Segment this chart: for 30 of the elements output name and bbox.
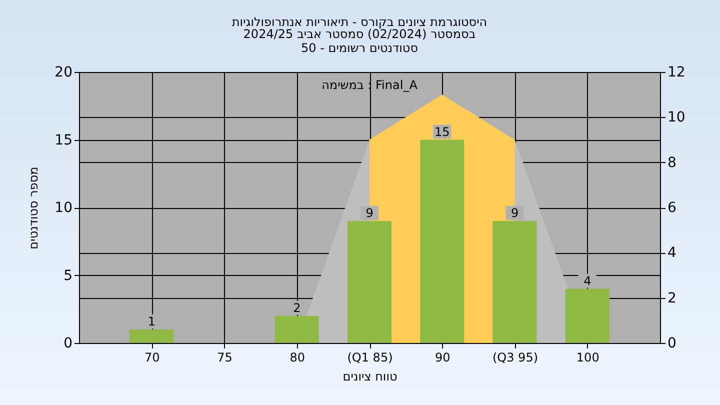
x-tick-label: 90 xyxy=(434,350,450,364)
data-label: 2 xyxy=(293,300,301,315)
x-tick-label: 70 xyxy=(144,350,160,364)
y-tick-label: 20 xyxy=(54,64,72,80)
x-tick-label: (Q3 95) xyxy=(492,350,538,364)
chart-title: היסטוגרמת ציונים בקורס - תיאוריות אנתרופולוגיות xyxy=(232,15,488,29)
y-tick-label: 15 xyxy=(54,132,72,148)
data-label: 4 xyxy=(584,274,592,288)
x-tick-label: (Q1 85) xyxy=(347,350,393,364)
x-tick-label: 75 xyxy=(217,350,232,364)
data-label: 9 xyxy=(510,206,519,220)
x-tick-label: 100 xyxy=(576,350,600,364)
data-label: 15 xyxy=(434,124,450,139)
y2-tick-label: 6 xyxy=(668,200,676,216)
y-tick-label: 10 xyxy=(54,200,72,216)
x-axis-title: טווח ציונים xyxy=(342,370,398,384)
y2-tick-label: 4 xyxy=(668,245,676,262)
text: בסמסטר (02/2024) סמסטר אביב 2024/25 xyxy=(243,27,476,41)
text: סטודנטים רשומים - 50 xyxy=(300,41,418,55)
y-tick-label: 0 xyxy=(64,336,72,352)
y-tick-label: 5 xyxy=(64,268,72,284)
x-tick-label: 80 xyxy=(290,350,306,364)
data-label: 1 xyxy=(148,314,156,328)
y2-tick-label: 12 xyxy=(668,64,686,80)
data-label: 9 xyxy=(366,206,374,220)
y2-tick-label: 10 xyxy=(668,110,686,126)
y2-tick-label: 8 xyxy=(668,154,676,171)
y2-tick-label: 0 xyxy=(668,336,676,352)
y-axis-title: מספר סטודנטים xyxy=(26,166,41,250)
y2-tick-label: 2 xyxy=(668,290,676,306)
